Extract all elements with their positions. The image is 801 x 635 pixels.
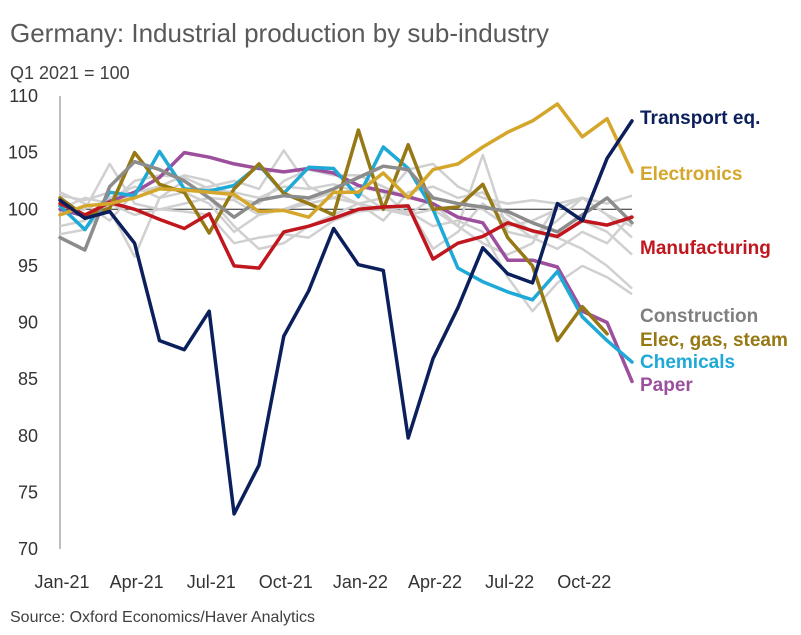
chart-title: Germany: Industrial production by sub-in…	[10, 18, 549, 48]
y-tick-label: 85	[18, 369, 38, 389]
y-axis-labels: 70 75 80 85 90 95 100 105 110	[8, 86, 38, 559]
series-labels: Transport eq. Electronics Manufacturing Con…	[640, 108, 788, 396]
x-tick-label: Jul-22	[485, 572, 534, 592]
x-axis-labels: Jan-21 Apr-21 Jul-21 Oct-21 Jan-22 Apr-22 Jul-…	[34, 572, 611, 592]
series-line-electronics	[58, 102, 634, 219]
series-label: Construction	[640, 306, 758, 327]
y-tick-label: 80	[18, 426, 38, 446]
series-label: Paper	[640, 375, 693, 396]
series-line-paper	[58, 150, 634, 384]
y-tick-label: 70	[18, 539, 38, 559]
y-tick-label: 90	[18, 313, 38, 333]
source-note: Source: Oxford Economics/Haver Analytics	[10, 609, 315, 626]
x-tick-label: Jul-21	[187, 572, 236, 592]
background-series-line	[59, 196, 633, 313]
x-tick-label: Apr-21	[110, 572, 164, 592]
series-line-elec-gas-steam	[58, 128, 609, 343]
series-line-manufacturing	[58, 200, 634, 270]
y-tick-label: 110	[9, 86, 38, 106]
x-tick-label: Oct-22	[557, 572, 611, 592]
y-tick-label: 105	[8, 143, 38, 163]
x-tick-label: Jan-21	[34, 572, 89, 592]
chart-subtitle: Q1 2021 = 100	[10, 63, 130, 83]
y-tick-label: 100	[8, 199, 38, 219]
x-tick-label: Jan-22	[333, 572, 388, 592]
highlighted-series-group	[58, 102, 634, 516]
x-tick-label: Apr-22	[408, 572, 462, 592]
series-label: Elec, gas, steam	[640, 330, 788, 351]
series-label: Transport eq.	[640, 108, 760, 129]
y-tick-label: 75	[18, 482, 38, 502]
series-line-transport-eq	[58, 119, 634, 516]
series-label: Electronics	[640, 164, 742, 185]
series-line-construction	[58, 159, 634, 252]
series-label: Chemicals	[640, 352, 735, 373]
background-series-line	[59, 162, 633, 251]
y-tick-label: 95	[18, 256, 38, 276]
x-tick-label: Oct-21	[259, 572, 313, 592]
series-label: Manufacturing	[640, 238, 771, 259]
